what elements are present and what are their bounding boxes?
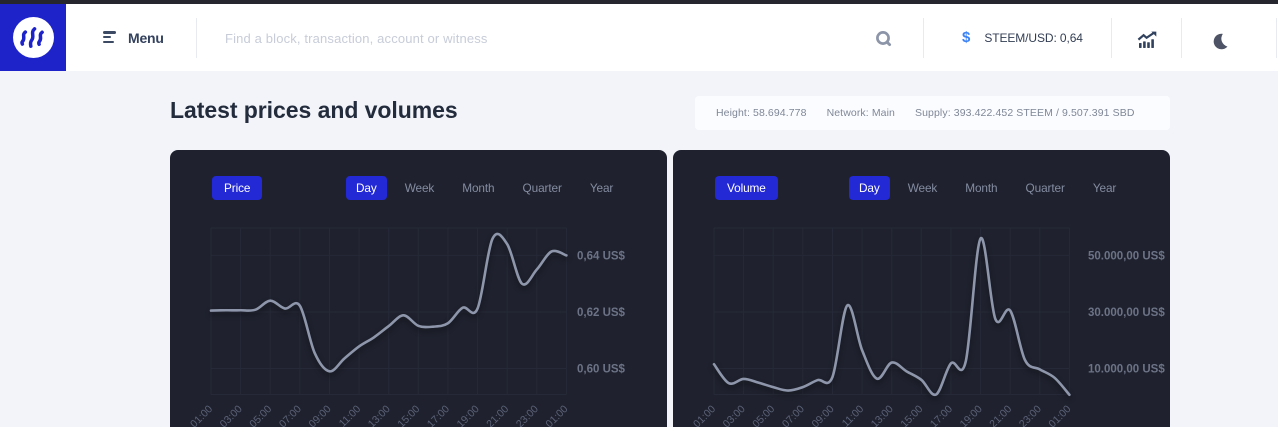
tab-quarter[interactable]: Quarter (522, 181, 562, 195)
network-stats-bar: Height: 58.694.778 Network: Main Supply: 3… (695, 96, 1170, 130)
moon-icon[interactable] (1213, 33, 1230, 55)
x-axis-label: 03:00 (721, 403, 748, 427)
x-axis-label: 23:00 (1017, 403, 1044, 427)
x-axis-label: 17:00 (928, 403, 955, 427)
y-axis-label: 0,62 US$ (577, 307, 626, 319)
x-axis-label: 21:00 (484, 403, 511, 427)
stats-icon[interactable] (1137, 31, 1157, 53)
x-axis-label: 23:00 (514, 403, 541, 427)
tab-week[interactable]: Week (404, 181, 435, 195)
x-axis-label: 01:00 (188, 403, 215, 427)
menu-button[interactable]: Menu (103, 4, 164, 71)
x-axis-label: 15:00 (395, 403, 422, 427)
x-axis-label: 07:00 (277, 403, 304, 427)
menu-icon (103, 30, 117, 46)
tab-year[interactable]: Year (589, 181, 614, 195)
x-axis-label: 09:00 (307, 403, 334, 427)
x-axis-label: 09:00 (810, 403, 837, 427)
stat-value: 393.422.452 STEEM / 9.507.391 SBD (953, 107, 1135, 119)
price-line (209, 232, 568, 373)
range-tabs: Day Week Month Quarter Year (346, 176, 623, 200)
x-axis-label: 11:00 (840, 403, 867, 427)
header: Menu $ STEEM/USD: 0,64 (0, 4, 1278, 71)
divider (1111, 18, 1112, 58)
tab-quarter[interactable]: Quarter (1025, 181, 1065, 195)
top-strip (0, 0, 1278, 4)
tab-year[interactable]: Year (1092, 181, 1117, 195)
volume-chart: 50.000,00 US$ 30.000,00 US$ 10.000,00 US$ 0… (691, 227, 1165, 427)
volume-line (712, 237, 1071, 397)
x-axis-label: 17:00 (425, 403, 452, 427)
divider (1276, 18, 1277, 58)
stat-label: Height: (716, 107, 750, 119)
x-axis-label: 01:00 (1046, 403, 1073, 427)
x-axis-label: 13:00 (869, 403, 896, 427)
stat-label: Network: (826, 107, 869, 119)
x-axis-label: 15:00 (898, 403, 925, 427)
x-axis-label: 05:00 (750, 403, 777, 427)
tab-month[interactable]: Month (462, 181, 495, 195)
stat-value: Main (871, 107, 895, 119)
tab-week[interactable]: Week (907, 181, 938, 195)
x-axis-label: 19:00 (958, 403, 985, 427)
divider (923, 18, 924, 58)
y-axis-label: 30.000,00 US$ (1088, 307, 1165, 319)
price-button[interactable]: Price (212, 176, 263, 200)
volume-button[interactable]: Volume (715, 176, 778, 200)
divider (196, 18, 197, 58)
menu-label: Menu (128, 29, 164, 46)
x-axis-label: 01:00 (691, 403, 718, 427)
stat-item: Network: Main (827, 107, 895, 119)
price-chart: 0,64 US$0,62 US$0,60 US$01:00 03:00 05:00 0… (188, 227, 626, 427)
x-axis-label: 13:00 (366, 403, 393, 427)
divider (1181, 18, 1182, 58)
search-icon[interactable] (875, 30, 893, 53)
stat-item: Height: 58.694.778 (716, 107, 807, 119)
y-axis-label: 10.000,00 US$ (1088, 364, 1165, 376)
steem-logo-icon (12, 17, 54, 58)
ticker-label: STEEM/USD: 0,64 (984, 30, 1083, 45)
page-title: Latest prices and volumes (170, 97, 458, 123)
logo-button[interactable] (0, 4, 66, 71)
range-tabs: Day Week Month Quarter Year (849, 176, 1126, 200)
y-axis-label: 50.000,00 US$ (1088, 250, 1165, 262)
x-axis-label: 21:00 (987, 403, 1014, 427)
x-axis-label: 11:00 (337, 403, 364, 427)
x-axis-label: 03:00 (218, 403, 245, 427)
tab-day[interactable]: Day (849, 176, 890, 200)
x-axis-label: 05:00 (247, 403, 274, 427)
tab-day[interactable]: Day (346, 176, 387, 200)
tab-month[interactable]: Month (965, 181, 998, 195)
stat-value: 58.694.778 (753, 107, 807, 119)
dollar-icon: $ (962, 29, 971, 46)
price-chart-card: Price Day Week Month Quarter Year 0,64 US$ 0,62… (170, 150, 667, 427)
volume-chart-card: Volume Day Week Month Quarter Year 50.000,00 U… (673, 150, 1170, 427)
stat-label: Supply: (915, 107, 951, 119)
y-axis-label: 0,64 US$ (577, 250, 626, 262)
search-input[interactable] (225, 18, 865, 58)
y-axis-label: 0,60 US$ (577, 364, 626, 376)
x-axis-label: 01:00 (543, 403, 570, 427)
x-axis-label: 19:00 (455, 403, 482, 427)
price-ticker[interactable]: $ STEEM/USD: 0,64 (962, 4, 1083, 71)
stat-item: Supply: 393.422.452 STEEM / 9.507.391 SB… (915, 107, 1135, 119)
x-axis-label: 07:00 (780, 403, 807, 427)
